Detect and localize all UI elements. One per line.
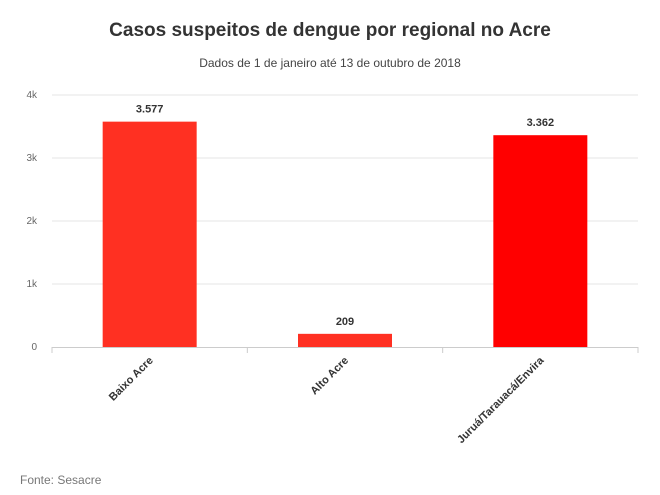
source-note: Fonte: Sesacre (20, 473, 102, 487)
data-label: 209 (336, 316, 354, 328)
bar (298, 333, 392, 347)
y-tick-label: 4k (26, 90, 38, 101)
x-category-label: Alto Acre (308, 355, 351, 398)
x-category-label: Juruá/Tarauacá/Envira (455, 354, 547, 446)
x-axis: Baixo Acre Alto Acre Juruá/Tarauacá/Envira (51, 347, 639, 446)
bar (102, 121, 197, 347)
bar (493, 135, 588, 347)
chart-title: Casos suspeitos de dengue por regional n… (109, 20, 551, 41)
y-tick-label: 1k (26, 279, 38, 290)
x-category-label: Baixo Acre (107, 355, 156, 404)
y-tick-label: 0 (31, 342, 37, 353)
y-tick-label: 2k (26, 216, 38, 227)
data-labels: 3.577 209 3.362 (136, 104, 554, 328)
bars (102, 121, 588, 347)
chart-subtitle: Dados de 1 de janeiro até 13 de outubro … (199, 56, 461, 70)
y-tick-label: 3k (26, 153, 38, 164)
y-axis: 0 1k 2k 3k 4k (26, 90, 38, 353)
data-label: 3.577 (136, 104, 164, 116)
data-label: 3.362 (527, 117, 555, 129)
